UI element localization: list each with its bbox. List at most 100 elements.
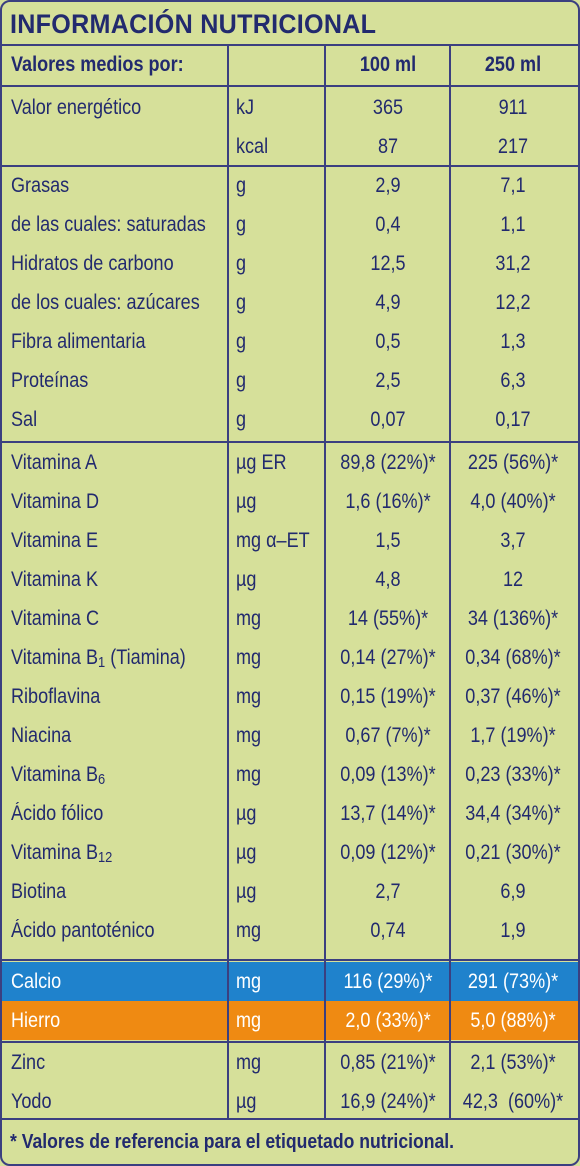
nutrient-name-text: Vitamina B — [11, 841, 99, 864]
value-per-250ml: 4,0 (40%)* — [470, 490, 556, 513]
nutrient-name-text: Vitamina D — [11, 490, 100, 513]
header-col-250ml: 250 ml — [484, 53, 542, 76]
value-per-100ml: 0,14 (27%)* — [340, 646, 436, 669]
value-per-100ml: 0,09 (12%)* — [340, 841, 436, 864]
value-per-250ml: 0,21 (30%)* — [465, 841, 561, 864]
table-row: Ácido fólico µg 13,7 (14%)* 34,4 (34%)* — [2, 794, 578, 833]
value-per-100ml: 0,74 — [370, 919, 406, 942]
value-per-100ml: 12,5 — [370, 252, 406, 275]
value-per-250ml: 42,3 (60%)* — [462, 1090, 564, 1113]
nutrient-unit: µg — [236, 841, 257, 864]
nutrient-unit: kcal — [236, 135, 269, 158]
value-per-100ml: 2,9 — [375, 174, 401, 197]
nutrient-name: Vitamina B6 — [11, 755, 193, 794]
nutrient-name: Fibra alimentaria — [11, 322, 193, 361]
table-row: Sal g 0,07 0,17 — [2, 400, 578, 439]
table-row: Calcio mg 116 (29%)* 291 (73%)* — [2, 962, 578, 1001]
nutrient-name: Hidratos de carbono — [11, 244, 193, 283]
value-per-250ml: 1,3 — [500, 330, 526, 353]
nutrient-name: Hierro — [11, 1001, 193, 1040]
table-row: Vitamina C mg 14 (55%)* 34 (136%)* — [2, 599, 578, 638]
value-per-250ml: 1,1 — [500, 213, 526, 236]
table-row: Fibra alimentaria g 0,5 1,3 — [2, 322, 578, 361]
nutrient-name: Calcio — [11, 962, 193, 1001]
nutrient-unit: g — [236, 252, 247, 275]
table-row: Biotina µg 2,7 6,9 — [2, 872, 578, 911]
nutrient-name: Vitamina B12 — [11, 833, 193, 872]
nutrient-name-text: Valor energético — [11, 96, 142, 119]
value-per-100ml: 14 (55%)* — [347, 607, 429, 630]
value-per-100ml: 87 — [377, 135, 399, 158]
section-divider — [2, 441, 578, 443]
value-per-250ml: 0,17 — [495, 408, 531, 431]
nutrient-name: Vitamina C — [11, 599, 193, 638]
section-divider — [2, 165, 578, 167]
table-row: Vitamina K µg 4,8 12 — [2, 560, 578, 599]
nutrient-unit: g — [236, 174, 247, 197]
section-divider — [2, 959, 578, 961]
nutrient-name-text: Zinc — [11, 1051, 46, 1074]
value-per-100ml: 0,09 (13%)* — [340, 763, 436, 786]
table-row: de las cuales: saturadas g 0,4 1,1 — [2, 205, 578, 244]
nutrient-name-text: Proteínas — [11, 369, 89, 392]
table-row: Vitamina E mg α–ET 1,5 3,7 — [2, 521, 578, 560]
nutrient-name-text: Riboflavina — [11, 685, 101, 708]
table-row: Riboflavina mg 0,15 (19%)* 0,37 (46%)* — [2, 677, 578, 716]
table-row: Yodo µg 16,9 (24%)* 42,3 (60%)* — [2, 1082, 578, 1121]
value-per-100ml: 116 (29%)* — [343, 970, 433, 993]
table-row: Valor energético kJ 365 911 — [2, 88, 578, 127]
nutrient-name: Vitamina A — [11, 443, 193, 482]
nutrient-name: Zinc — [11, 1043, 193, 1082]
nutrient-name: Ácido fólico — [11, 794, 193, 833]
table-row: kcal 87 217 — [2, 127, 578, 166]
nutrient-name: Vitamina E — [11, 521, 193, 560]
column-divider-250ml — [449, 44, 451, 1118]
value-per-250ml: 12 — [502, 568, 524, 591]
nutrient-name-text: Fibra alimentaria — [11, 330, 146, 353]
nutrient-name: Valor energético — [11, 88, 193, 127]
table-row: Zinc mg 0,85 (21%)* 2,1 (53%)* — [2, 1043, 578, 1082]
value-per-250ml: 225 (56%)* — [467, 451, 559, 474]
value-per-250ml: 2,1 (53%)* — [470, 1051, 556, 1074]
nutrient-name-text: Yodo — [11, 1090, 52, 1113]
value-per-100ml: 4,9 — [375, 291, 401, 314]
table-row: Niacina mg 0,67 (7%)* 1,7 (19%)* — [2, 716, 578, 755]
table-row: Hierro mg 2,0 (33%)* 5,0 (88%)* — [2, 1001, 578, 1040]
table-row: Ácido pantoténico mg 0,74 1,9 — [2, 911, 578, 950]
nutrient-name: de los cuales: azúcares — [11, 283, 200, 322]
table-row: Vitamina B1 (Tiamina) mg 0,14 (27%)* 0,34 (… — [2, 638, 578, 677]
nutrient-name: de las cuales: saturadas — [11, 205, 206, 244]
nutrient-unit: mg — [236, 1051, 262, 1074]
nutrient-unit: g — [236, 213, 247, 236]
nutrient-name: Grasas — [11, 166, 193, 205]
value-per-100ml: 0,15 (19%)* — [340, 685, 436, 708]
value-per-100ml: 13,7 (14%)* — [340, 802, 436, 825]
nutrient-unit: µg — [236, 880, 257, 903]
value-per-250ml: 31,2 — [495, 252, 531, 275]
nutrient-unit: mg — [236, 646, 262, 669]
value-per-100ml: 2,7 — [375, 880, 401, 903]
nutrient-name: Sal — [11, 400, 193, 439]
table-row: Vitamina B6 mg 0,09 (13%)* 0,23 (33%)* — [2, 755, 578, 794]
nutrient-unit: mg — [236, 919, 262, 942]
value-per-100ml: 0,85 (21%)* — [340, 1051, 436, 1074]
nutrient-unit: g — [236, 330, 247, 353]
nutrient-name-text: Vitamina E — [11, 529, 99, 552]
nutrient-name-text: Sal — [11, 408, 38, 431]
nutrient-unit: µg ER — [236, 451, 287, 474]
nutrient-unit: µg — [236, 568, 257, 591]
table-row: de los cuales: azúcares g 4,9 12,2 — [2, 283, 578, 322]
value-per-250ml: 911 — [498, 96, 528, 119]
table-row: Vitamina B12 µg 0,09 (12%)* 0,21 (30%)* — [2, 833, 578, 872]
footnote: * Valores de referencia para el etiqueta… — [10, 1131, 455, 1153]
nutrient-unit: mg — [236, 1009, 262, 1032]
header-unit — [236, 45, 310, 84]
nutrient-name — [11, 127, 193, 166]
column-divider-100ml — [324, 44, 326, 1118]
value-per-100ml: 4,8 — [375, 568, 401, 591]
nutrient-name-text: Vitamina K — [11, 568, 99, 591]
footer-rule — [2, 1118, 578, 1120]
nutrient-name-text: Calcio — [11, 970, 62, 993]
header-col-100ml: 100 ml — [359, 53, 417, 76]
nutrient-subscript: 1 — [98, 654, 106, 671]
